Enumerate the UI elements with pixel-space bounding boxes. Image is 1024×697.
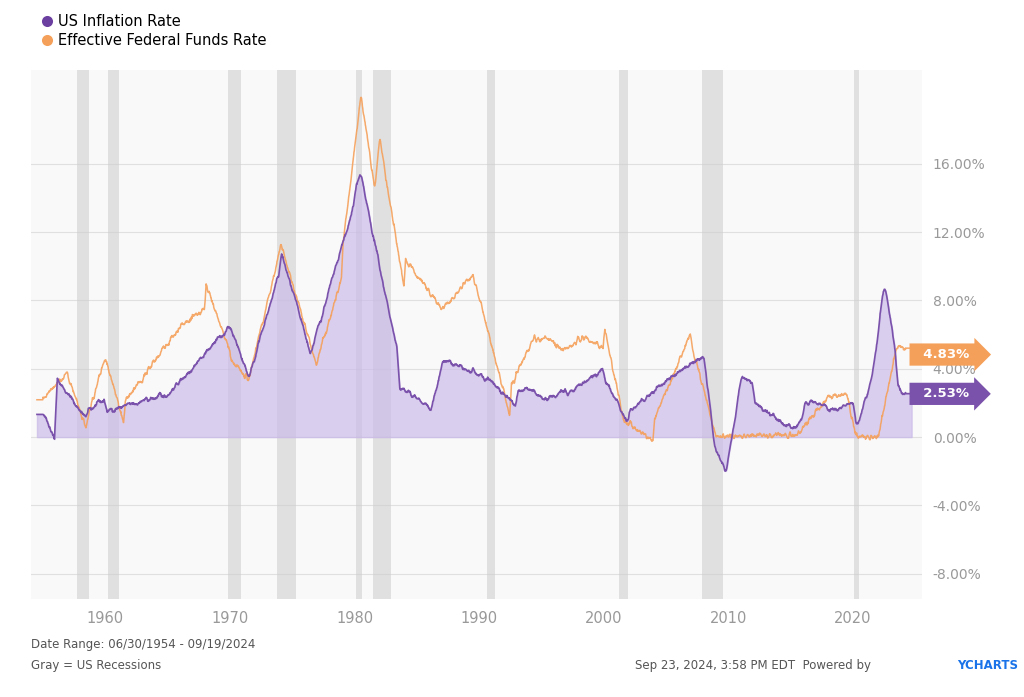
- Bar: [356, 70, 362, 599]
- Bar: [108, 70, 119, 599]
- Bar: [374, 70, 391, 599]
- Text: YCHARTS: YCHARTS: [957, 659, 1019, 672]
- Text: 2.53%: 2.53%: [914, 388, 978, 400]
- Bar: [702, 70, 724, 599]
- Legend: US Inflation Rate, Effective Federal Funds Rate: US Inflation Rate, Effective Federal Fun…: [38, 8, 272, 54]
- Text: Date Range: 06/30/1954 - 09/19/2024: Date Range: 06/30/1954 - 09/19/2024: [31, 638, 255, 651]
- Bar: [77, 70, 89, 599]
- Bar: [854, 70, 859, 599]
- Text: 4.83%: 4.83%: [914, 348, 979, 361]
- Text: Sep 23, 2024, 3:58 PM EDT  Powered by: Sep 23, 2024, 3:58 PM EDT Powered by: [635, 659, 874, 672]
- Bar: [618, 70, 628, 599]
- Bar: [486, 70, 496, 599]
- Text: Gray = US Recessions: Gray = US Recessions: [31, 659, 161, 672]
- Bar: [227, 70, 242, 599]
- Bar: [278, 70, 296, 599]
